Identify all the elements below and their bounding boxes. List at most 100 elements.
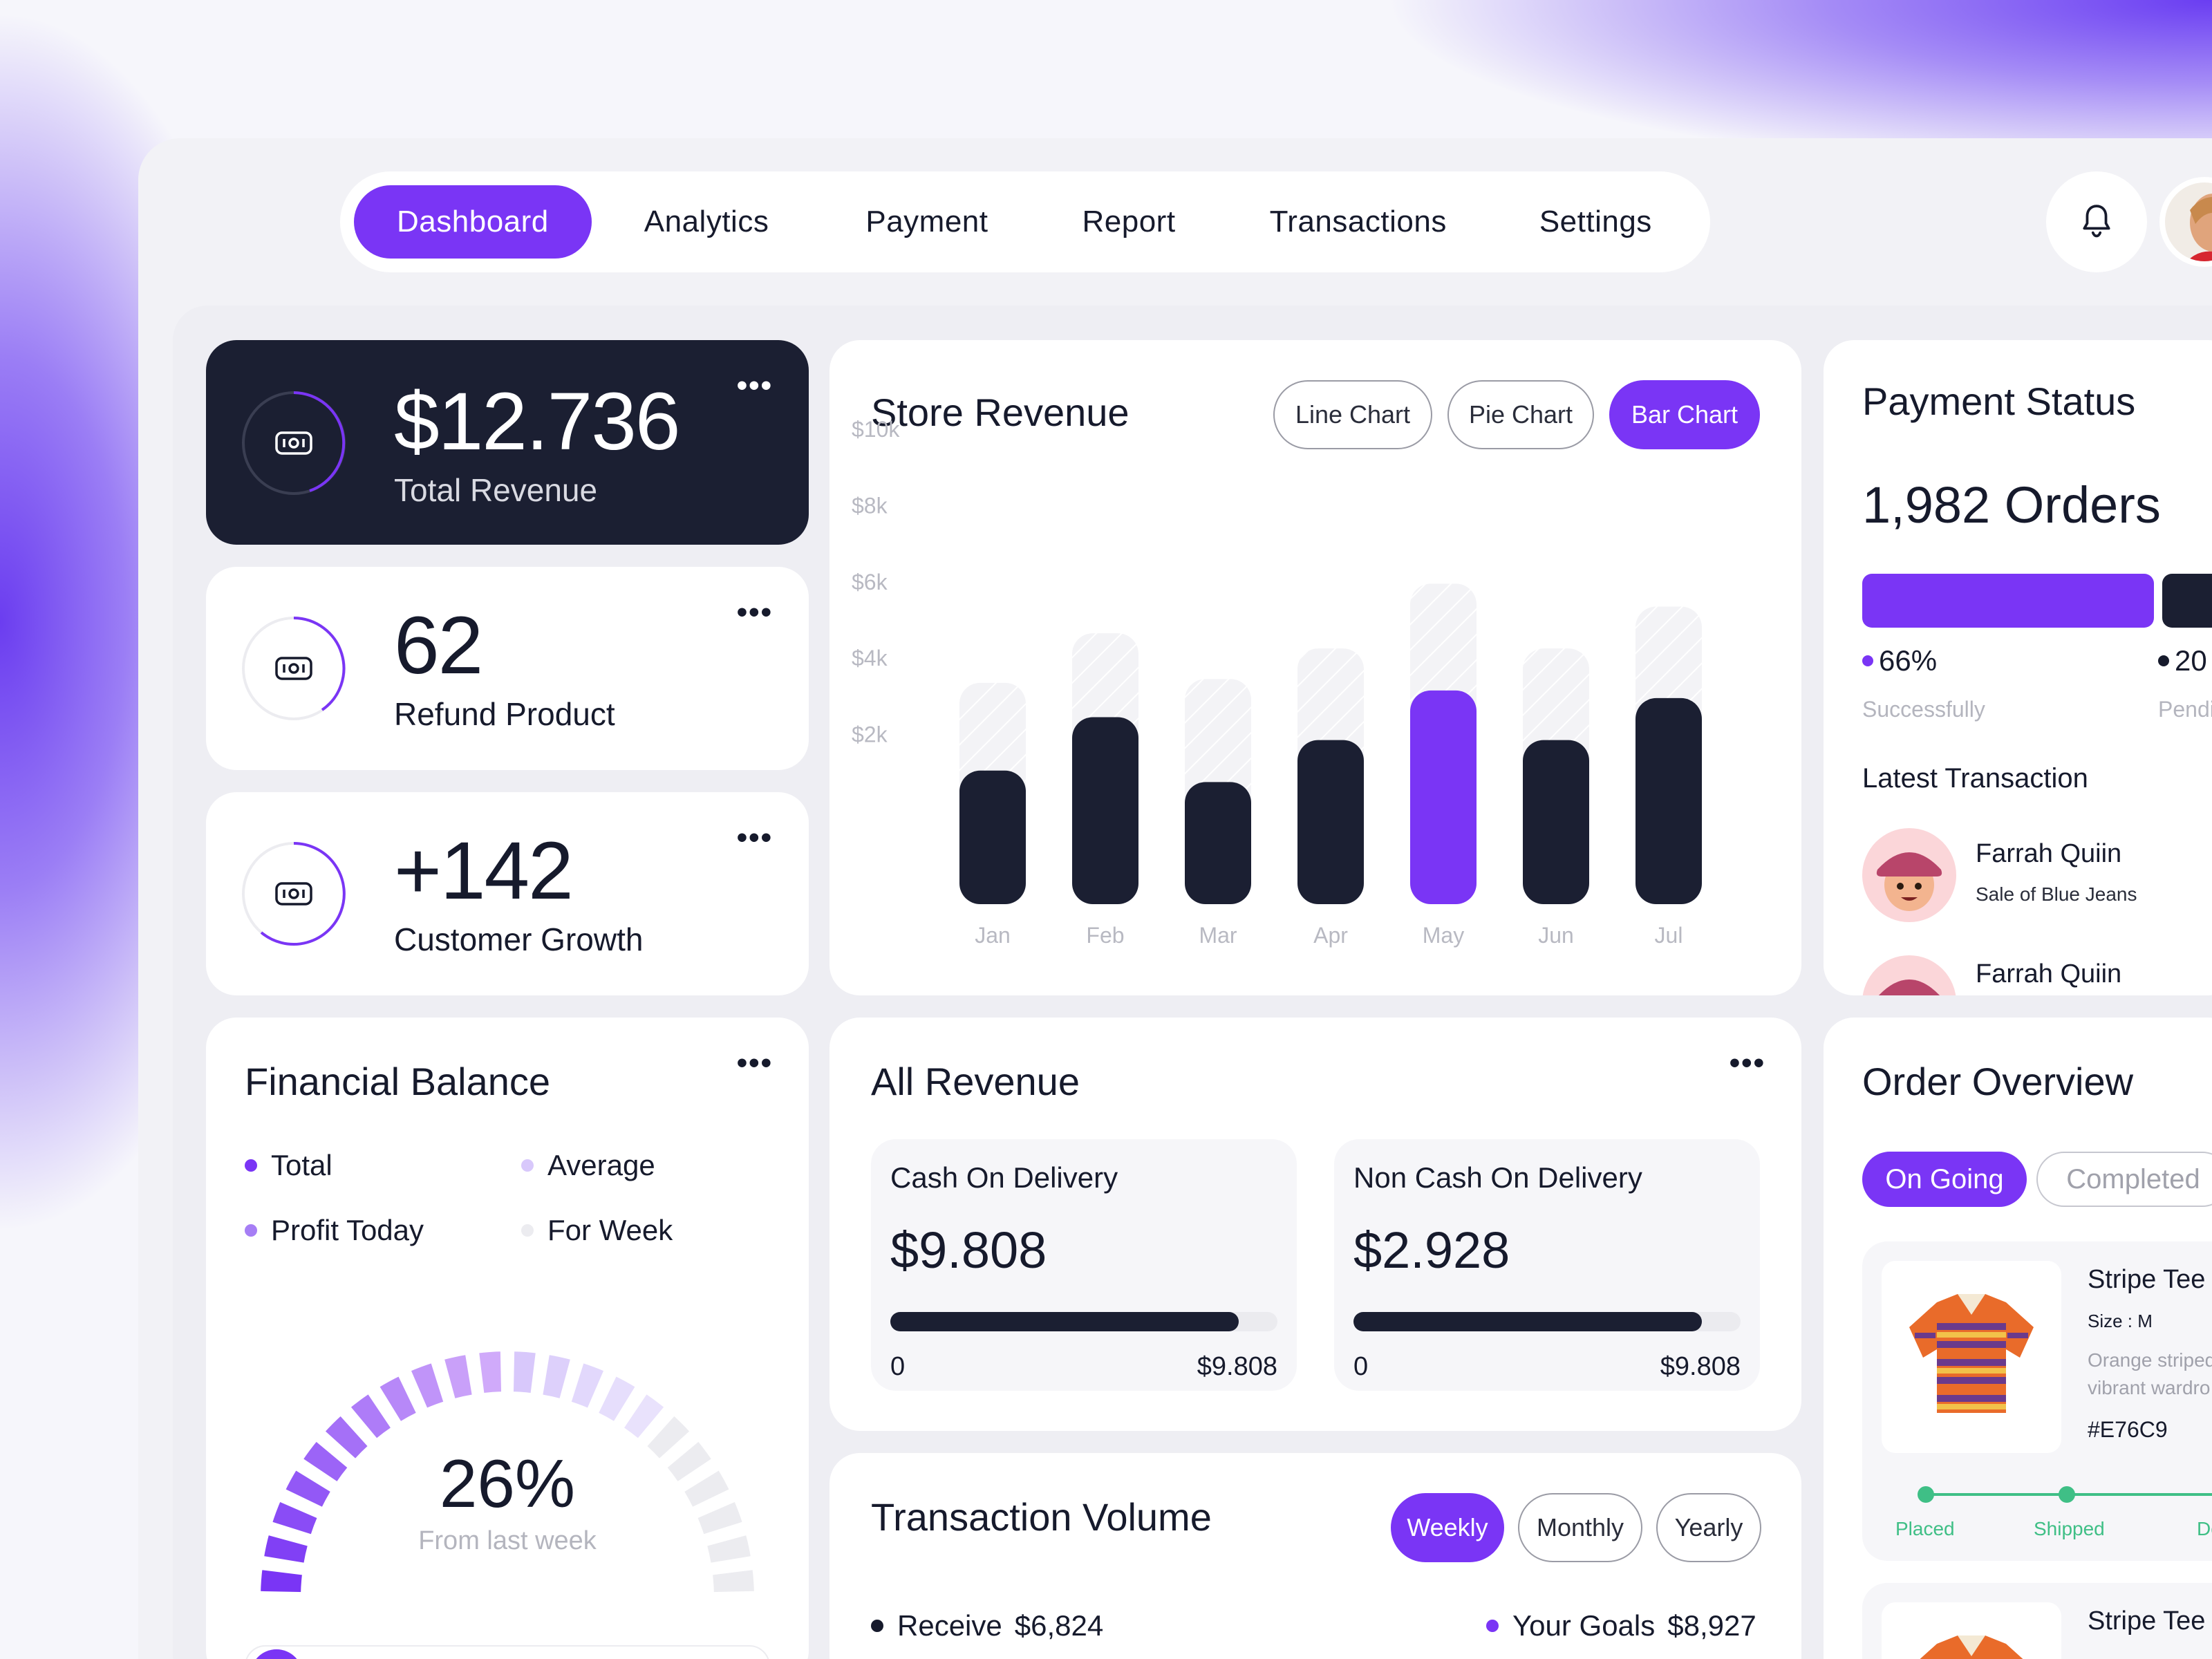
step-placed-dot	[1918, 1486, 1934, 1503]
transaction-volume-card: Transaction Volume Weekly Monthly Yearly…	[830, 1453, 1801, 1659]
transaction-name: Farrah Quiin	[1976, 959, 2122, 988]
cash-min: 0	[890, 1352, 906, 1381]
cash-icon	[275, 431, 312, 455]
step-placed-label: Placed	[1895, 1518, 1955, 1539]
gauge-percent: 26%	[439, 1445, 576, 1521]
tab-bar-chart[interactable]: Bar Chart	[1609, 380, 1760, 449]
pending-percent: 20	[2158, 644, 2207, 677]
more-options-icon[interactable]: •••	[736, 595, 773, 629]
pending-percent-value: 20	[2175, 644, 2207, 677]
receive-label: Receive	[897, 1609, 1002, 1642]
gauge-segment	[594, 1371, 640, 1426]
tab-monthly[interactable]: Monthly	[1518, 1493, 1642, 1562]
noncash-title: Non Cash On Delivery	[1353, 1161, 1642, 1194]
more-options-icon[interactable]: •••	[1729, 1046, 1765, 1080]
bar-jun[interactable]	[1523, 740, 1589, 904]
tab-line-chart[interactable]: Line Chart	[1273, 380, 1432, 449]
more-options-icon[interactable]: •••	[736, 368, 773, 402]
tab-pie-chart[interactable]: Pie Chart	[1447, 380, 1594, 449]
store-revenue-bar-chart: $10k $8k $6k $4k $2k Jan Feb Mar Apr May Jun Jul	[852, 417, 1702, 948]
nav-item-transactions[interactable]: Transactions	[1269, 205, 1447, 238]
bar-may[interactable]	[1410, 690, 1477, 904]
gauge-segment	[642, 1411, 695, 1463]
total-revenue-value: $12.736	[394, 376, 681, 467]
gauge-segment	[320, 1411, 373, 1463]
bar-apr[interactable]	[1297, 740, 1364, 904]
nav-item-settings[interactable]: Settings	[1539, 205, 1652, 238]
gauge-segment	[679, 1465, 734, 1512]
customer-growth-label: Customer Growth	[394, 921, 644, 957]
bell-icon	[2083, 205, 2110, 238]
step-shipped-label: Shipped	[2034, 1518, 2105, 1539]
revenue-progress-ring	[241, 390, 347, 496]
noncash-max: $9.808	[1660, 1352, 1741, 1381]
tab-on-going[interactable]: On Going	[1862, 1152, 2027, 1207]
transaction-item[interactable]: Farrah Quiin	[1862, 955, 2212, 995]
order-item[interactable]: Stripe Tee Size : M Orange striped vibra…	[1862, 1241, 2212, 1561]
bar-feb[interactable]	[1072, 717, 1138, 904]
avatar	[1862, 955, 1956, 995]
success-percent-value: 66%	[1879, 644, 1938, 677]
product-name: Stripe Tee	[2088, 1606, 2206, 1635]
non-cash-on-delivery-box[interactable]: Non Cash On Delivery $2.928 0 $9.808	[1334, 1139, 1760, 1391]
legend-profit-today: Profit Today	[245, 1214, 424, 1247]
gauge-segment	[259, 1530, 312, 1568]
notification-button[interactable]	[2046, 171, 2147, 272]
gauge-segment	[708, 1565, 758, 1597]
refund-product-card[interactable]: 62 Refund Product •••	[206, 567, 809, 770]
gauge-segment	[299, 1436, 353, 1487]
bar-jan[interactable]	[959, 770, 1026, 904]
refund-product-value: 62	[394, 600, 483, 691]
nav-item-dashboard[interactable]: Dashboard	[354, 185, 592, 259]
product-code: #E76C9	[2088, 1417, 2168, 1442]
balance-gauge	[256, 1347, 758, 1597]
gauge-segment	[693, 1497, 747, 1539]
nav-item-payment[interactable]: Payment	[865, 205, 988, 238]
bar-jul[interactable]	[1635, 697, 1702, 904]
transaction-name: Farrah Quiin	[1976, 839, 2122, 868]
noncash-bar-fill	[1353, 1312, 1702, 1331]
payment-status-card: Payment Status 1,982 Orders 66% Successf…	[1824, 340, 2212, 995]
step-delivered-label: De	[2197, 1518, 2212, 1539]
tab-yearly[interactable]: Yearly	[1656, 1493, 1761, 1562]
legend-average-label: Average	[547, 1149, 655, 1181]
legend-profit-label: Profit Today	[271, 1214, 424, 1246]
tab-weekly[interactable]: Weekly	[1391, 1493, 1504, 1562]
y-tick-label: $6k	[852, 570, 888, 594]
total-revenue-card[interactable]: $12.736 Total Revenue •••	[206, 340, 809, 545]
cash-on-delivery-box[interactable]: Cash On Delivery $9.808 0 $9.808	[871, 1139, 1297, 1391]
x-tick-label: Feb	[1086, 923, 1124, 948]
success-label: Successfully	[1862, 697, 1985, 722]
balance-slider[interactable]	[245, 1645, 770, 1659]
total-revenue-label: Total Revenue	[394, 472, 598, 508]
transaction-item[interactable]: Farrah Quiin Sale of Blue Jeans	[1862, 828, 2212, 925]
more-options-icon[interactable]: •••	[736, 1046, 773, 1080]
noncash-min: 0	[1353, 1352, 1369, 1381]
gauge-segment	[474, 1347, 506, 1398]
all-revenue-title: All Revenue	[871, 1060, 1080, 1103]
legend-week-label: For Week	[547, 1214, 673, 1246]
payment-status-title: Payment Status	[1862, 379, 2136, 423]
tab-completed[interactable]: Completed	[2036, 1152, 2212, 1207]
x-tick-label: Jul	[1655, 923, 1683, 948]
gauge-segment	[702, 1530, 756, 1568]
cash-icon	[275, 657, 312, 680]
product-name: Stripe Tee	[2088, 1265, 2206, 1294]
y-tick-label: $10k	[852, 417, 900, 442]
gauge-caption: From last week	[418, 1526, 597, 1555]
gauge-segment	[268, 1497, 322, 1539]
bar-mar[interactable]	[1185, 782, 1251, 904]
x-tick-label: Jun	[1538, 923, 1574, 948]
gauge-segment	[375, 1371, 421, 1426]
goals-legend: Your Goals $8,927	[1486, 1609, 1756, 1642]
nav-item-analytics[interactable]: Analytics	[644, 205, 769, 238]
more-options-icon[interactable]: •••	[736, 821, 773, 854]
nav-item-report[interactable]: Report	[1082, 205, 1176, 238]
growth-progress-ring	[241, 841, 347, 947]
customer-growth-card[interactable]: +142 Customer Growth •••	[206, 792, 809, 995]
refund-progress-ring	[241, 615, 347, 722]
gauge-segment	[440, 1350, 477, 1403]
order-item[interactable]: Stripe Tee	[1862, 1583, 2212, 1659]
customer-growth-value: +142	[394, 825, 574, 917]
product-desc-line1: Orange striped	[2088, 1349, 2212, 1371]
